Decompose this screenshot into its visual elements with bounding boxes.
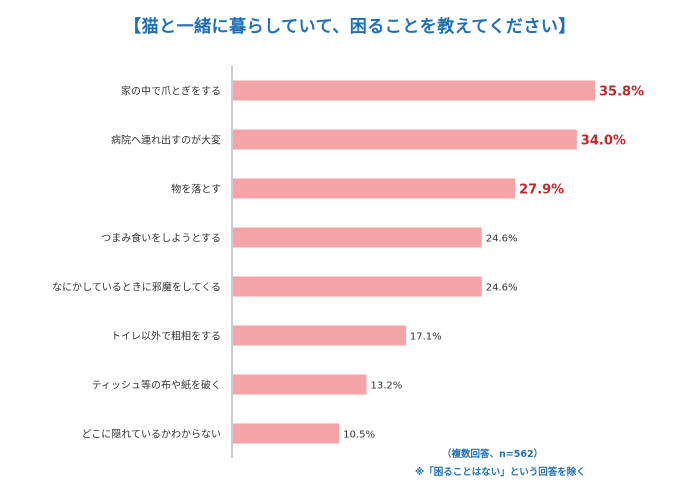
- sample-note: （複数回答、n=562）: [442, 449, 544, 460]
- bar: [233, 374, 367, 395]
- bar: [233, 129, 577, 150]
- bar: [233, 80, 595, 101]
- bar: [233, 325, 406, 346]
- category-label: なにかしているときに邪魔をしてくる: [52, 281, 221, 294]
- value-label: 24.6%: [486, 283, 518, 294]
- category-label: どこに隠れているかわからない: [82, 429, 221, 441]
- value-label: 17.1%: [410, 332, 442, 343]
- category-label: 物を落とす: [171, 183, 221, 196]
- category-label: 病院へ連れ出すのが大変: [111, 134, 221, 147]
- bar: [233, 227, 482, 248]
- value-label: 10.5%: [343, 430, 375, 441]
- bar: [233, 423, 340, 444]
- category-label: つまみ食いをしようとする: [101, 232, 221, 245]
- exclusion-note: ※「困ることはない」という回答を除く: [415, 467, 586, 478]
- value-label: 27.9%: [519, 183, 564, 198]
- value-label: 13.2%: [370, 381, 402, 392]
- value-label: 34.0%: [581, 134, 626, 149]
- value-label: 35.8%: [599, 85, 644, 100]
- category-label: ティッシュ等の布や紙を破く: [92, 379, 221, 392]
- bar: [233, 276, 482, 297]
- bar: [233, 178, 516, 199]
- chart-title: 【猫と一緒に暮らしていて、困ることを教えてください】: [124, 17, 576, 37]
- category-label: トイレ以外で粗相をする: [111, 330, 221, 343]
- value-label: 24.6%: [486, 234, 518, 245]
- category-label: 家の中で爪とぎをする: [121, 85, 221, 98]
